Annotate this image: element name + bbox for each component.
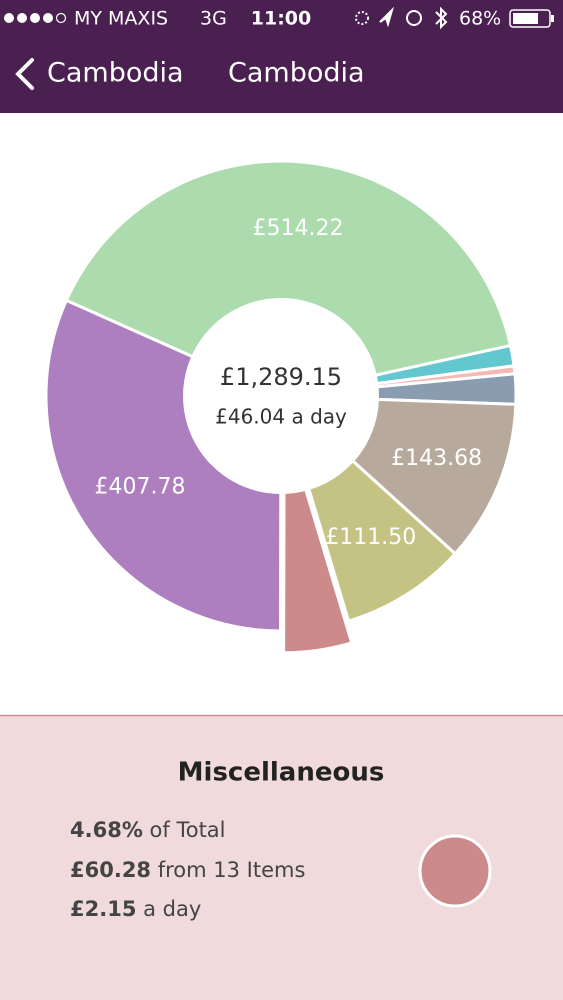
amount-line: £60.28 from 13 Items [70,858,305,882]
percent: 4.68% [70,818,143,842]
slice-label: £143.68 [391,446,482,471]
daily-average: £46.04 a day [215,405,347,429]
daily: £2.15 [70,897,136,921]
donut: £514.22 £143.68 £111.50 £407.78 [44,159,518,655]
network: 3G [200,8,227,30]
back-button[interactable]: Cambodia [15,58,184,90]
carrier: MY MAXIS [74,8,168,30]
slice-label: £514.22 [252,216,343,241]
amount: £60.28 [70,858,151,882]
slice-label: £407.78 [95,474,186,499]
slice-label: £111.50 [325,525,416,550]
daily-line: £2.15 a day [70,897,201,921]
signal [4,12,67,24]
time: 11:00 [251,8,311,30]
amount-text: from 13 Items [158,858,306,882]
percent-line: 4.68% of Total [70,818,226,842]
percent-text: of Total [150,818,226,842]
donut-hole [183,298,379,494]
nav-title: Cambodia [228,58,365,89]
header [0,0,563,113]
total: £1,289.15 [220,363,342,391]
category-swatch [418,834,492,908]
back-label[interactable]: Cambodia [47,58,184,89]
status-icons [355,6,448,30]
daily-text: a day [143,897,201,921]
back-arrow[interactable] [15,58,34,90]
battery-level: 68% [459,8,501,30]
detail-title: Miscellaneous [178,758,385,788]
battery [509,9,554,28]
